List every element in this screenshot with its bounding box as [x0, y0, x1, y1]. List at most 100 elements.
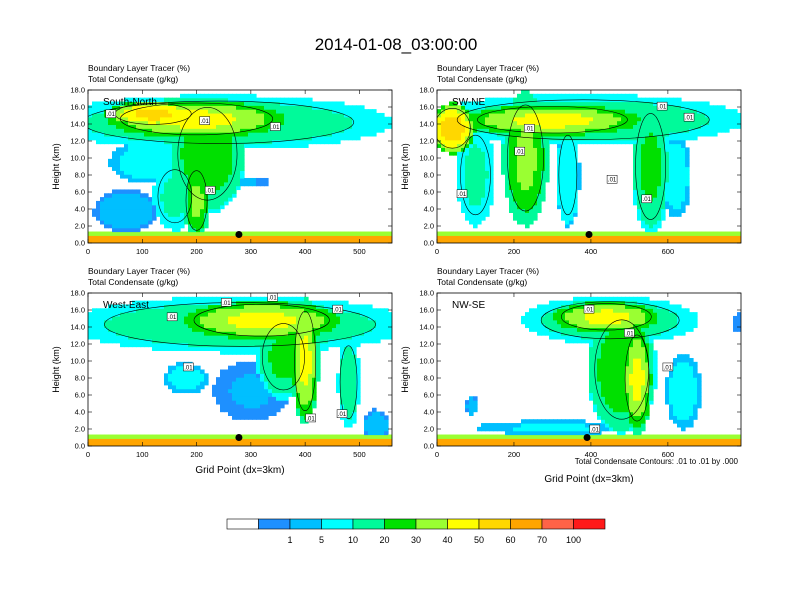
field-cell: [465, 128, 470, 133]
field-cell: [549, 112, 554, 118]
field-cell: [473, 189, 478, 194]
field-cell: [164, 174, 169, 179]
field-cell: [561, 239, 566, 243]
field-cell: [336, 116, 341, 122]
field-cell: [613, 120, 618, 126]
field-cell: [256, 335, 261, 340]
field-cell: [96, 109, 101, 114]
field-cell: [665, 189, 670, 194]
field-cell: [124, 208, 129, 213]
field-cell: [124, 200, 129, 206]
field-cell: [256, 403, 261, 409]
field-cell: [577, 112, 582, 118]
field-cell: [336, 139, 341, 145]
field-cell: [196, 342, 201, 348]
field-cell: [112, 335, 117, 340]
field-cell: [629, 109, 634, 114]
field-cell: [565, 112, 570, 118]
field-cell: [148, 204, 153, 210]
field-cell: [204, 128, 209, 133]
field-cell: [204, 434, 209, 439]
field-cell: [517, 212, 522, 217]
field-cell: [240, 304, 245, 309]
field-cell: [288, 358, 293, 363]
field-cell: [272, 434, 277, 439]
field-cell: [148, 143, 153, 148]
field-cell: [112, 166, 117, 171]
field-cell: [589, 235, 594, 240]
field-cell: [236, 415, 241, 420]
field-cell: [525, 239, 530, 243]
field-cell: [469, 235, 474, 240]
field-cell: [629, 105, 634, 110]
field-cell: [437, 235, 442, 240]
field-cell: [144, 434, 149, 439]
field-cell: [132, 197, 137, 202]
field-cell: [549, 135, 554, 141]
field-cell: [148, 323, 153, 329]
field-cell: [589, 120, 594, 126]
field-cell: [208, 177, 213, 183]
field-cell: [569, 132, 574, 137]
field-cell: [264, 350, 269, 355]
field-cell: [677, 116, 682, 122]
field-cell: [665, 158, 670, 164]
contour-line: [477, 106, 628, 134]
field-cell: [148, 442, 153, 446]
y-tick-label: 2.0: [75, 222, 85, 231]
field-cell: [549, 101, 554, 106]
field-cell: [168, 442, 173, 446]
field-cell: [461, 109, 466, 114]
field-cell: [637, 170, 642, 175]
field-cell: [469, 189, 474, 194]
field-cell: [681, 147, 686, 152]
field-cell: [561, 181, 566, 187]
field-cell: [292, 312, 297, 317]
field-cell: [613, 239, 618, 243]
field-cell: [172, 346, 177, 351]
field-cell: [248, 120, 253, 126]
field-cell: [240, 101, 245, 106]
field-cell: [597, 124, 602, 129]
field-cell: [204, 377, 209, 382]
field-cell: [553, 120, 558, 126]
field-cell: [236, 112, 241, 118]
field-cell: [260, 181, 265, 187]
field-cell: [188, 335, 193, 340]
field-cell: [284, 377, 289, 382]
field-cell: [184, 308, 189, 313]
field-cell: [108, 312, 113, 317]
field-cell: [557, 193, 562, 198]
field-cell: [224, 312, 229, 317]
field-cell: [116, 170, 121, 175]
field-cell: [260, 380, 265, 386]
field-cell: [485, 208, 490, 213]
field-cell: [633, 155, 638, 160]
field-cell: [577, 231, 582, 236]
field-cell: [120, 239, 125, 243]
field-cell: [96, 216, 101, 221]
field-cell: [533, 197, 538, 202]
field-cell: [553, 93, 558, 99]
field-cell: [469, 135, 474, 141]
field-cell: [637, 116, 642, 122]
field-cell: [549, 128, 554, 133]
field-cell: [136, 304, 141, 309]
field-cell: [248, 135, 253, 141]
field-cell: [529, 216, 534, 221]
field-cell: [461, 158, 466, 164]
field-cell: [228, 442, 233, 446]
field-cell: [533, 204, 538, 210]
field-cell: [244, 335, 249, 340]
field-cell: [288, 239, 293, 243]
field-cell: [292, 143, 297, 148]
field-cell: [276, 400, 281, 405]
field-cell: [120, 139, 125, 145]
field-cell: [541, 197, 546, 202]
field-cell: [505, 135, 510, 141]
field-cell: [172, 331, 177, 336]
field-cell: [513, 158, 518, 164]
field-cell: [152, 170, 157, 175]
field-cell: [280, 135, 285, 141]
field-cell: [172, 174, 177, 179]
